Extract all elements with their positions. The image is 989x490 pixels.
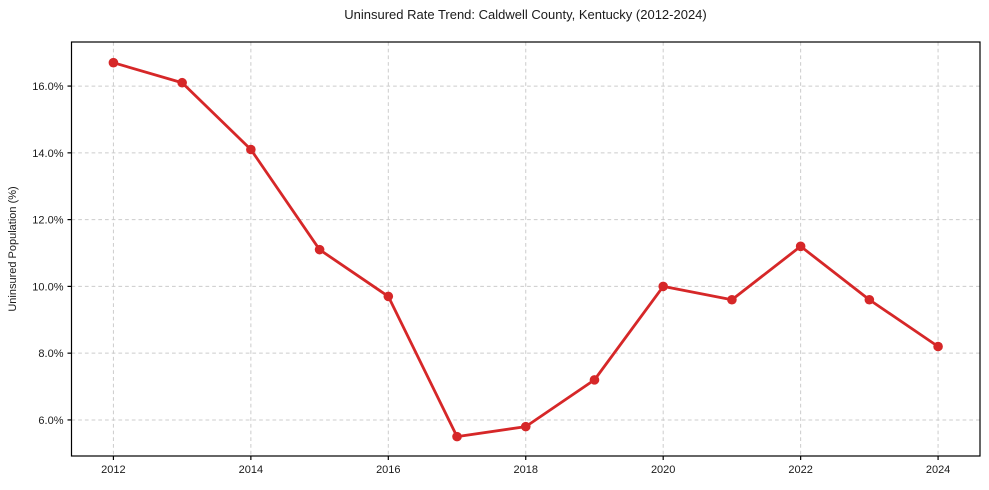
data-point-2018 <box>520 421 531 432</box>
data-point-2015 <box>314 244 325 255</box>
x-tick-label: 2024 <box>926 464 950 476</box>
x-tick-label: 2012 <box>101 464 125 476</box>
y-axis-label: Uninsured Population (%) <box>7 186 19 311</box>
grid-layer <box>71 42 980 456</box>
data-point-2019 <box>589 375 600 385</box>
data-point-2017 <box>452 431 462 442</box>
axis-layer: 2012 2014 2016 2018 2020 2022 2024 6.0% 8.0% 10.0… <box>32 41 981 476</box>
y-tick-label: 6.0% <box>38 415 63 427</box>
data-point-2022 <box>795 241 806 252</box>
y-tick-label: 12.0% <box>32 215 63 227</box>
data-point-2016 <box>383 291 394 302</box>
data-point-2012 <box>108 57 119 68</box>
data-point-2020 <box>658 281 668 292</box>
data-point-2024 <box>933 341 943 352</box>
data-point-2023 <box>864 294 875 305</box>
x-tick-label: 2020 <box>651 464 675 476</box>
series-layer <box>108 57 943 442</box>
x-tick-label: 2014 <box>239 464 263 476</box>
x-tick-label: 2018 <box>514 464 538 476</box>
chart-title: Uninsured Rate Trend: Caldwell County, K… <box>344 7 707 22</box>
data-point-2021 <box>727 294 737 305</box>
data-point-2014 <box>246 144 256 155</box>
y-tick-label: 10.0% <box>32 281 63 293</box>
y-tick-label: 14.0% <box>32 148 63 160</box>
data-point-2013 <box>177 77 187 88</box>
x-tick-label: 2022 <box>788 464 812 476</box>
y-tick-label: 16.0% <box>32 81 63 93</box>
y-tick-label: 8.0% <box>38 348 63 360</box>
x-tick-label: 2016 <box>376 464 400 476</box>
